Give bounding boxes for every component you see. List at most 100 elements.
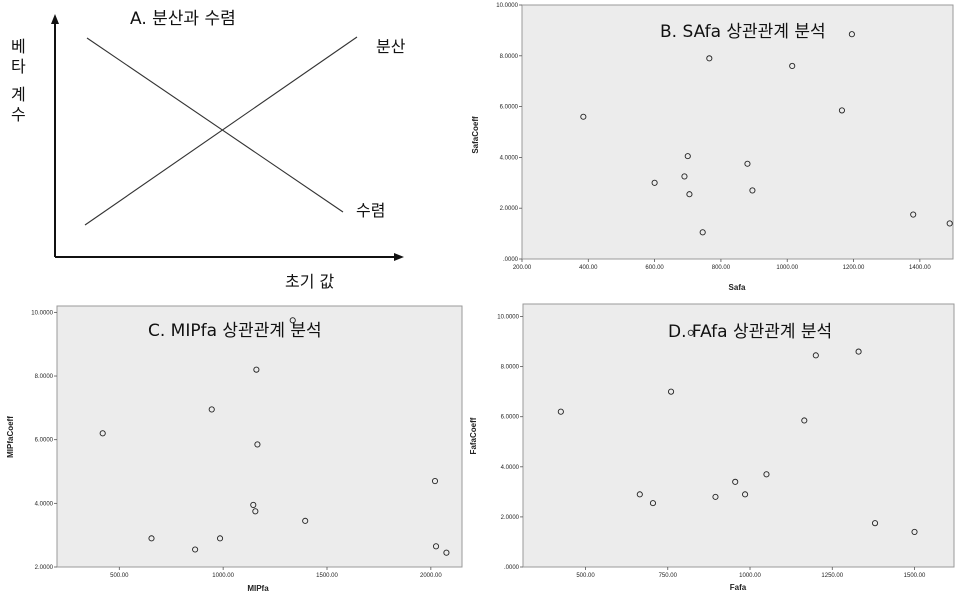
panel-d-point-4 [687,329,694,336]
panel-d-point-13 [911,528,918,535]
panel-c-point-1 [148,535,155,542]
panel-d-point-7 [742,491,749,498]
panel-b-point-3 [684,153,691,160]
panel-d-y-tick-label-0: .0000 [504,565,520,571]
panel-d-title: D. FAfa 상관관계 분석 [668,322,832,342]
panel-b-point-0 [580,113,587,120]
panel-c-x-tick-label-0: 500.00 [110,573,129,579]
panel-d-x-tick-label-1: 750.00 [659,573,678,579]
panel-d-y-tick-label-1: 2.0000 [501,515,520,521]
panel-b-point-12 [910,211,917,218]
panel-d-xlabel: Fafa [730,583,747,592]
panel-d-y-tick-label-3: 6.0000 [501,415,520,421]
panel-d-point-8 [763,471,770,478]
panel-b-y-tick-label-4: 8.0000 [500,54,519,60]
panel-a-ylabel-char-2: 타 [11,57,26,76]
panel-b-y-tick-label-5: 10.0000 [496,3,518,9]
panel-b-point-2 [681,173,688,180]
panel-b-y-tick-label-2: 4.0000 [500,155,519,161]
panel-c-y-tick-label-4: 10.0000 [31,310,53,316]
panel-c: C. MIPfa 상관관계 분석 MIPfa MIPfaCoeff 500.00… [6,305,463,593]
panel-d-point-2 [649,500,657,507]
panel-b-plot-area [521,4,954,260]
panel-d-point-6 [732,478,739,485]
panel-b-y-tick-label-1: 2.0000 [500,206,519,212]
panel-b-point-9 [789,62,796,70]
panel-b-point-7 [744,160,751,167]
panel-b-y-tick-label-0: .0000 [503,257,519,263]
panel-c-point-9 [289,317,296,324]
panel-d-ylabel: FafaCoeff [469,417,478,454]
panel-b-x-tick-label-2: 600.00 [645,265,664,271]
panel-c-point-5 [250,501,257,508]
panel-b-point-1 [651,179,658,186]
panel-c-point-13 [443,549,450,556]
panel-d-y-tick-label-2: 4.0000 [501,465,520,471]
panel-a-ylabel-char-4: 수 [11,105,26,124]
panel-b-x-tick-label-6: 1400.00 [909,265,931,271]
panel-d-point-11 [855,348,862,355]
panel-b-point-8 [749,187,756,194]
panel-d-x-tick-label-3: 1250.00 [821,573,843,579]
panel-b-y-tick-label-3: 6.0000 [500,105,519,111]
panel-c-y-tick-label-0: 2.0000 [35,565,54,571]
panel-c-point-6 [252,508,259,515]
panel-a-title: A. 분산과 수렴 [130,9,236,29]
panel-b: B. SAfa 상관관계 분석 Safa SafaCoeff 200.00 400… [471,3,954,292]
panel-b-point-13 [946,220,953,227]
panel-b-title: B. SAfa 상관관계 분석 [660,22,826,42]
panel-b-ylabel: SafaCoeff [471,116,480,154]
panel-b-point-4 [686,191,693,198]
panel-a-ylabel-char-3: 계 [11,85,26,104]
panel-c-y-tick-label-1: 4.0000 [35,501,54,507]
panel-c-point-3 [208,406,215,413]
panel-a-divergence-label: 분산 [376,37,406,56]
panel-c-point-7 [253,366,260,373]
panel-c-point-2 [192,546,199,553]
panel-c-x-tick-label-1: 1000.00 [212,573,234,579]
panel-c-xlabel: MIPfa [247,584,269,593]
panel-c-x-tick-label-3: 2000.00 [420,573,442,579]
panel-b-point-5 [699,229,706,236]
panel-d-point-10 [812,352,819,359]
panel-c-title: C. MIPfa 상관관계 분석 [148,321,322,341]
panel-b-x-tick-label-1: 400.00 [579,265,598,271]
panel-d-point-3 [668,388,675,395]
panel-a-convergence-line [86,37,344,213]
panel-d-point-9 [801,417,808,424]
panel-b-point-11 [848,31,855,38]
panel-c-point-4 [216,535,224,542]
panel-d-y-tick-label-4: 8.0000 [501,365,520,371]
panel-a-xlabel: 초기 값 [285,272,335,291]
panel-b-point-10 [838,107,845,114]
panel-d-plot-area [522,303,955,568]
panel-a-divergence-line [84,36,358,226]
panel-c-plot-area [56,305,463,568]
panel-a: A. 분산과 수렴 베 타 계 수 초기 값 분산 수렴 [11,9,406,291]
panel-d-point-0 [557,408,564,415]
panel-d-y-tick-label-5: 10.0000 [497,315,519,321]
panel-a-convergence-label: 수렴 [356,201,385,220]
panel-c-ylabel: MIPfaCoeff [6,416,15,458]
panel-d-point-12 [871,520,879,527]
panel-c-point-12 [432,543,440,550]
panel-d-point-5 [712,493,719,500]
panel-b-x-tick-label-0: 200.00 [513,265,532,271]
panel-b-point-6 [706,55,713,62]
panel-d-x-tick-label-4: 1500.00 [904,573,926,579]
panel-c-point-10 [302,517,309,524]
panel-b-x-tick-label-3: 800.00 [712,265,731,271]
panel-a-y-arrow [51,14,59,24]
panel-c-y-tick-label-3: 8.0000 [35,374,54,380]
panel-c-y-tick-label-2: 6.0000 [35,438,54,444]
panel-c-x-tick-label-2: 1500.00 [316,573,338,579]
panel-d-point-1 [636,491,643,498]
panel-a-ylabel-char-1: 베 [11,37,26,56]
panel-c-point-11 [431,478,439,485]
panel-a-x-arrow [394,253,404,261]
panel-b-x-tick-label-5: 1200.00 [843,265,865,271]
panel-b-xlabel: Safa [729,283,746,292]
panel-b-x-tick-label-4: 1000.00 [776,265,798,271]
panel-c-point-0 [99,430,106,437]
